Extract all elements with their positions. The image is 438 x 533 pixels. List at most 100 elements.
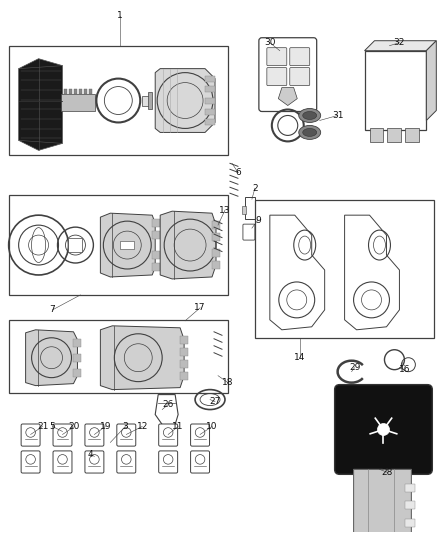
FancyBboxPatch shape <box>53 451 72 473</box>
Bar <box>212 221 220 229</box>
Bar <box>406 128 419 142</box>
Bar <box>242 206 246 214</box>
Text: 13: 13 <box>219 206 231 215</box>
Bar <box>120 241 134 249</box>
Bar <box>148 92 152 109</box>
Text: 1: 1 <box>117 11 123 20</box>
Text: 31: 31 <box>332 111 343 120</box>
Polygon shape <box>278 87 297 106</box>
Bar <box>205 109 215 116</box>
Bar <box>180 348 188 356</box>
Polygon shape <box>155 394 178 424</box>
Text: 12: 12 <box>137 422 148 431</box>
Bar <box>70 88 72 94</box>
Bar <box>74 369 81 377</box>
Text: 7: 7 <box>49 305 55 314</box>
Bar <box>212 233 220 241</box>
Circle shape <box>378 424 389 435</box>
Text: 11: 11 <box>173 422 184 431</box>
FancyBboxPatch shape <box>159 451 178 473</box>
Bar <box>364 51 426 131</box>
Text: 29: 29 <box>349 363 360 372</box>
Polygon shape <box>364 41 436 51</box>
Bar <box>406 501 415 509</box>
Bar <box>388 128 401 142</box>
Text: 19: 19 <box>99 422 111 431</box>
Ellipse shape <box>303 111 317 119</box>
Ellipse shape <box>299 109 321 123</box>
Bar <box>180 336 188 344</box>
Bar <box>9 320 228 393</box>
Bar <box>85 88 88 94</box>
Bar <box>180 372 188 379</box>
Bar <box>255 200 434 338</box>
Ellipse shape <box>303 128 317 136</box>
Text: 16: 16 <box>399 365 410 374</box>
Text: 17: 17 <box>194 303 206 312</box>
Bar <box>205 76 215 82</box>
Bar <box>89 88 92 94</box>
Bar <box>152 231 160 239</box>
Bar <box>74 354 81 362</box>
FancyBboxPatch shape <box>21 451 40 473</box>
Polygon shape <box>155 69 215 132</box>
Text: 2: 2 <box>252 184 258 193</box>
Polygon shape <box>270 215 325 330</box>
Polygon shape <box>19 59 63 150</box>
FancyBboxPatch shape <box>290 68 310 86</box>
FancyBboxPatch shape <box>117 451 136 473</box>
Bar <box>406 519 415 527</box>
FancyBboxPatch shape <box>191 424 209 446</box>
FancyBboxPatch shape <box>191 451 209 473</box>
Bar <box>74 88 78 94</box>
Bar <box>205 86 215 92</box>
FancyBboxPatch shape <box>259 38 317 111</box>
Text: 18: 18 <box>222 378 234 387</box>
Text: 32: 32 <box>394 38 405 47</box>
Text: 20: 20 <box>69 422 80 431</box>
Text: 4: 4 <box>88 450 93 459</box>
Polygon shape <box>25 330 78 385</box>
Bar <box>64 88 67 94</box>
Polygon shape <box>426 41 436 120</box>
Bar <box>212 261 220 269</box>
FancyBboxPatch shape <box>243 224 255 240</box>
Text: 6: 6 <box>235 168 241 177</box>
Bar <box>9 46 228 155</box>
Bar <box>74 339 81 347</box>
FancyBboxPatch shape <box>21 424 40 446</box>
Bar <box>370 128 384 142</box>
Text: 27: 27 <box>209 397 221 406</box>
FancyBboxPatch shape <box>117 424 136 446</box>
Bar <box>212 249 220 257</box>
Bar <box>180 360 188 368</box>
Polygon shape <box>100 326 184 390</box>
Polygon shape <box>160 211 216 279</box>
Text: 9: 9 <box>255 216 261 224</box>
Ellipse shape <box>299 125 321 140</box>
Text: 3: 3 <box>123 422 128 431</box>
FancyBboxPatch shape <box>85 451 104 473</box>
Text: 28: 28 <box>382 468 393 477</box>
Text: 21: 21 <box>37 422 48 431</box>
Bar <box>245 197 255 219</box>
Bar <box>142 95 150 106</box>
Bar <box>152 251 160 259</box>
Text: 5: 5 <box>49 422 55 431</box>
Bar <box>79 88 82 94</box>
Bar <box>9 195 228 295</box>
Text: 30: 30 <box>264 38 276 47</box>
FancyBboxPatch shape <box>335 385 432 474</box>
Text: 26: 26 <box>162 400 174 409</box>
Bar <box>68 238 82 252</box>
Polygon shape <box>100 213 155 277</box>
FancyBboxPatch shape <box>159 424 178 446</box>
FancyBboxPatch shape <box>267 68 287 86</box>
Text: 10: 10 <box>206 422 218 431</box>
Bar <box>152 263 160 271</box>
Bar <box>152 219 160 227</box>
Bar <box>60 94 95 111</box>
Bar <box>205 98 215 103</box>
Text: 14: 14 <box>294 353 305 362</box>
Bar <box>406 484 415 492</box>
